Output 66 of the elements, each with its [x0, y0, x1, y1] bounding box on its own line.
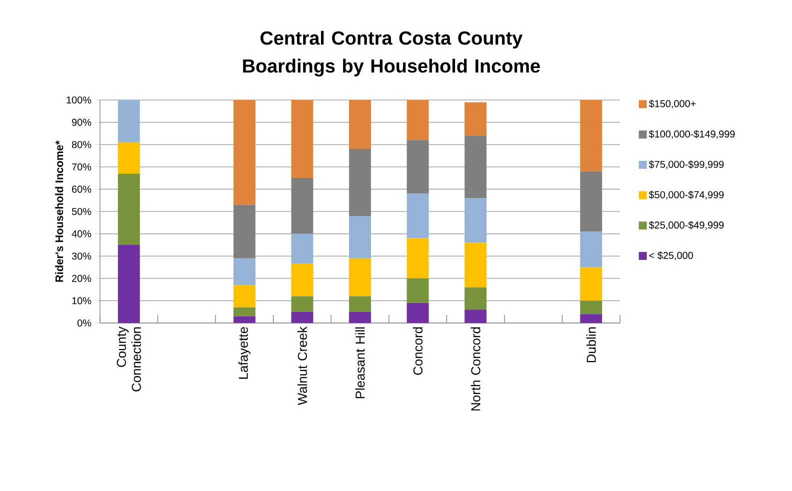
bar — [349, 216, 371, 258]
bar — [464, 198, 487, 243]
x-tick-label: Concord — [413, 327, 423, 375]
bar — [233, 307, 256, 316]
bar — [118, 244, 140, 323]
legend-label: $75,000-$99,999 — [648, 160, 724, 170]
bar — [464, 242, 487, 288]
y-tick-label: 50% — [72, 208, 92, 216]
y-tick-label: 90% — [72, 118, 92, 126]
bar — [118, 142, 140, 174]
bar — [580, 232, 602, 268]
y-tick-label: 10% — [72, 297, 92, 304]
y-tick-label: 60% — [72, 186, 92, 193]
bar — [406, 278, 429, 303]
bar — [291, 312, 314, 323]
bar — [580, 100, 602, 172]
bar — [291, 178, 314, 234]
bar — [291, 264, 314, 296]
legend-label: < $25,000 — [649, 251, 693, 260]
y-tick-label: 40% — [72, 230, 92, 238]
legend-label: $100,000-$149,999 — [648, 130, 735, 139]
bar — [349, 296, 371, 312]
y-axis-title: Rider's Household Income* — [55, 140, 64, 282]
bar — [233, 285, 256, 308]
bar — [464, 102, 487, 136]
x-tick-label: Lafayette — [238, 327, 250, 379]
bar — [580, 300, 602, 314]
y-tick-label: 100% — [66, 96, 92, 104]
legend-label: $50,000-$74,999 — [648, 190, 724, 200]
bar — [233, 204, 256, 258]
bar — [580, 171, 602, 232]
x-tick-label: County Connection — [116, 326, 141, 392]
bar — [233, 316, 256, 323]
bar — [291, 234, 314, 264]
bar — [464, 310, 487, 323]
bar — [349, 258, 371, 296]
bar — [580, 314, 602, 323]
y-tick-label: 70% — [72, 163, 92, 170]
legend-label: $150,000+ — [648, 100, 696, 108]
y-tick-label: 30% — [72, 252, 92, 260]
bar — [406, 194, 429, 238]
bar — [233, 100, 256, 205]
x-tick-label: Pleasant Hill — [355, 327, 365, 398]
bar — [291, 100, 314, 178]
bar — [349, 149, 371, 216]
bar — [406, 302, 429, 323]
y-tick-label: 20% — [72, 274, 92, 282]
bar — [406, 238, 429, 278]
bar — [464, 287, 487, 310]
bar — [464, 136, 487, 198]
x-tick-label: North Concord — [470, 327, 480, 410]
bar — [406, 100, 429, 140]
y-tick-label: 0% — [77, 319, 92, 327]
chart-title: Central Contra Costa County Boardings by Household Income — [243, 30, 540, 77]
bar — [233, 258, 256, 286]
bar — [291, 296, 314, 312]
x-tick-label: Walnut Creek — [297, 326, 307, 406]
bar — [349, 100, 371, 150]
bar — [406, 140, 429, 194]
y-tick-label: 80% — [72, 141, 92, 148]
bar — [118, 100, 140, 142]
legend-label: $25,000-$49,999 — [648, 221, 724, 230]
bar — [118, 174, 140, 245]
bar — [349, 312, 371, 323]
bar — [580, 267, 602, 301]
x-tick-label: Dublin — [586, 327, 596, 362]
